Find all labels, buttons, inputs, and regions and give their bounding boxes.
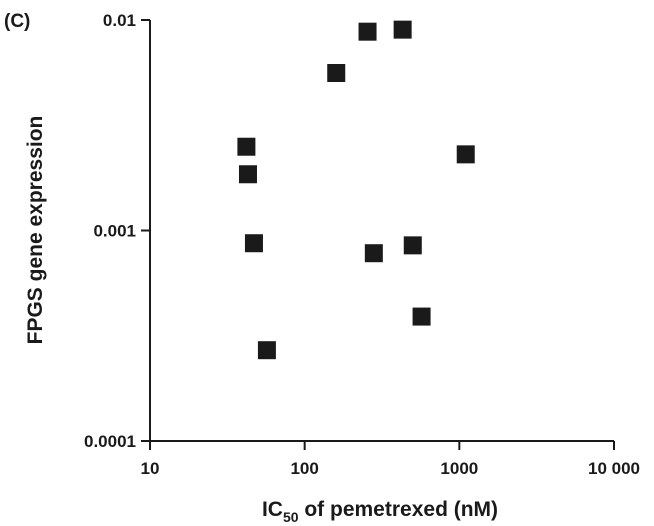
x-axis-title: IC50 of pemetrexed (nM) <box>262 498 498 525</box>
x-axis-title-main: IC <box>262 498 283 521</box>
x-axis-title-subscript: 50 <box>283 509 299 525</box>
data-point <box>403 236 422 255</box>
panel-label: (C) <box>4 11 30 32</box>
x-tick-label: 100 <box>290 459 318 478</box>
y-tick-label: 0.0001 <box>84 432 136 451</box>
y-axis-ticks: 0.0001 0.001 0.01 <box>84 11 150 451</box>
y-tick-label: 0.01 <box>103 11 136 30</box>
x-tick-label: 10 <box>141 459 160 478</box>
data-points <box>237 20 475 360</box>
data-point <box>238 165 257 184</box>
data-point <box>257 341 276 360</box>
data-point <box>244 234 263 253</box>
x-tick-label: 1000 <box>440 459 478 478</box>
x-axis-title-rest: of pemetrexed (nM) <box>299 498 499 521</box>
y-tick-label: 0.001 <box>93 222 136 241</box>
data-point <box>327 64 346 83</box>
x-tick-label: 10 000 <box>588 459 640 478</box>
data-point <box>364 244 383 263</box>
data-point <box>393 20 412 39</box>
data-point <box>412 307 431 326</box>
x-axis-ticks: 10 100 1000 10 000 <box>141 441 640 478</box>
y-axis-title: FPGS gene expression <box>24 116 47 345</box>
data-point <box>237 137 256 156</box>
data-point <box>358 22 377 41</box>
data-point <box>456 145 475 164</box>
